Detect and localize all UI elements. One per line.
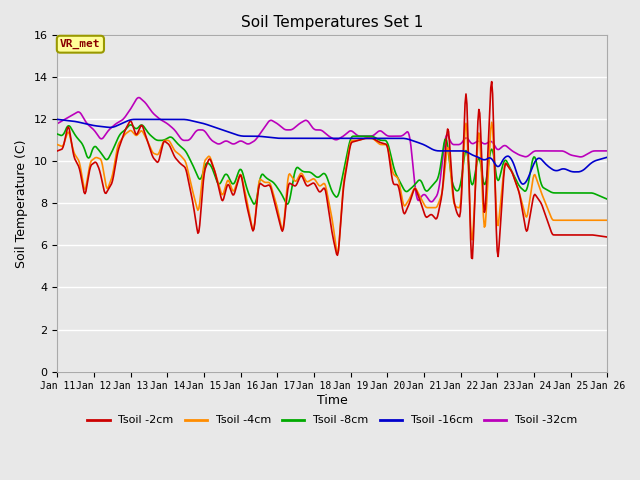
- Y-axis label: Soil Temperature (C): Soil Temperature (C): [15, 139, 28, 268]
- Text: VR_met: VR_met: [60, 39, 100, 49]
- Legend: Tsoil -2cm, Tsoil -4cm, Tsoil -8cm, Tsoil -16cm, Tsoil -32cm: Tsoil -2cm, Tsoil -4cm, Tsoil -8cm, Tsoi…: [83, 411, 582, 430]
- X-axis label: Time: Time: [317, 394, 348, 407]
- Title: Soil Temperatures Set 1: Soil Temperatures Set 1: [241, 15, 424, 30]
